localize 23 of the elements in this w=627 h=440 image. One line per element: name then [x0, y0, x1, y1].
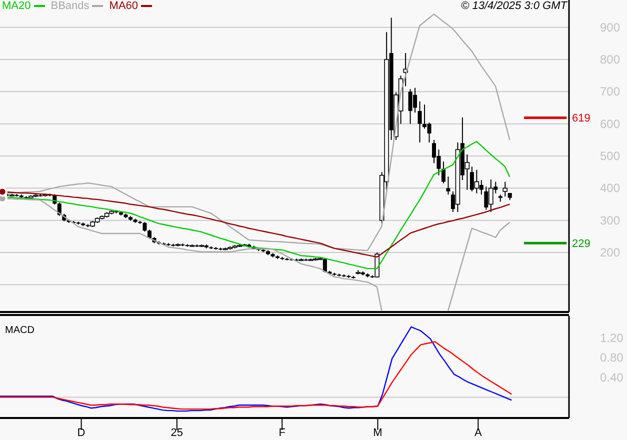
y-tick-label: 400	[600, 181, 620, 196]
legend-label: BBands	[50, 0, 90, 12]
y-tick-label: 700	[600, 84, 620, 99]
ref-line-label: 229	[572, 238, 590, 250]
y-tick-label: 900	[600, 20, 620, 34]
text: MACD	[5, 325, 34, 336]
y-tick-label: 600	[600, 116, 620, 131]
legend-label: MA20	[2, 0, 31, 12]
y-tick-label: 1.20	[600, 330, 624, 345]
y-tick-label: 0.40	[600, 370, 624, 384]
y-tick-label: 0.80	[600, 350, 624, 365]
x-tick-label: A	[474, 427, 482, 439]
legend-label: MA60	[109, 0, 138, 12]
annotation: © 13/4/2025 3:0 GMT	[461, 0, 567, 12]
x-tick-label: M	[373, 427, 382, 439]
x-tick-label: 25	[170, 427, 184, 439]
y-tick-label: 200	[600, 245, 620, 260]
ref-line-label: 619	[572, 112, 590, 125]
y-tick-label: 300	[600, 213, 620, 228]
x-tick-label: F	[278, 427, 286, 439]
x-tick-label: D	[77, 427, 86, 439]
y-tick-label: 500	[600, 149, 620, 163]
y-tick-label: 800	[600, 52, 620, 67]
